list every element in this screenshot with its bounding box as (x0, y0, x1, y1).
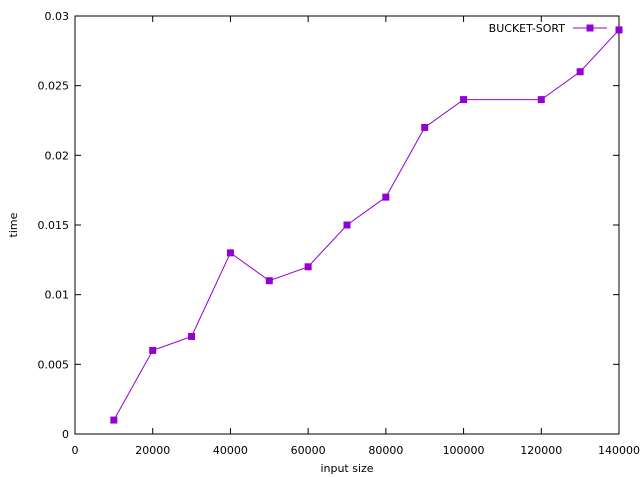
tick-labels: 0 20000 40000 60000 80000 100000 120000 140000 0… (38, 10, 640, 457)
data-point (110, 416, 118, 424)
series-line (113, 29, 620, 421)
y-tick-label: 0.03 (45, 10, 70, 23)
x-axis-label: input size (320, 462, 373, 475)
x-tick-label: 80000 (368, 444, 403, 457)
x-tick-label: 40000 (213, 444, 248, 457)
data-point (382, 193, 390, 201)
x-tick-label: 140000 (598, 444, 640, 457)
series-points (110, 26, 623, 424)
x-tick-label: 100000 (443, 444, 485, 457)
y-axis-label: time (7, 212, 20, 237)
data-point (265, 277, 273, 285)
data-point (343, 221, 351, 229)
x-tick-label: 0 (72, 444, 79, 457)
data-point (304, 263, 312, 271)
y-tick-label: 0.02 (45, 149, 70, 162)
series-lines (113, 29, 620, 421)
x-tick-label: 20000 (135, 444, 170, 457)
data-point (460, 96, 468, 104)
y-tick-label: 0 (62, 428, 69, 441)
x-tick-label: 120000 (520, 444, 562, 457)
data-point (576, 68, 584, 76)
y-tick-label: 0.025 (38, 80, 70, 93)
x-tick-label: 60000 (291, 444, 326, 457)
legend: BUCKET-SORT (489, 22, 607, 35)
y-tick-label: 0.015 (38, 219, 70, 232)
ticks (74, 15, 620, 435)
data-point (537, 96, 545, 104)
data-point (615, 26, 623, 34)
y-tick-label: 0.005 (38, 358, 70, 371)
data-point (421, 123, 429, 131)
data-point (149, 346, 157, 354)
y-tick-label: 0.01 (45, 289, 70, 302)
data-point (226, 249, 234, 257)
data-point (188, 332, 196, 340)
legend-marker (586, 24, 594, 32)
legend-label: BUCKET-SORT (489, 22, 566, 35)
